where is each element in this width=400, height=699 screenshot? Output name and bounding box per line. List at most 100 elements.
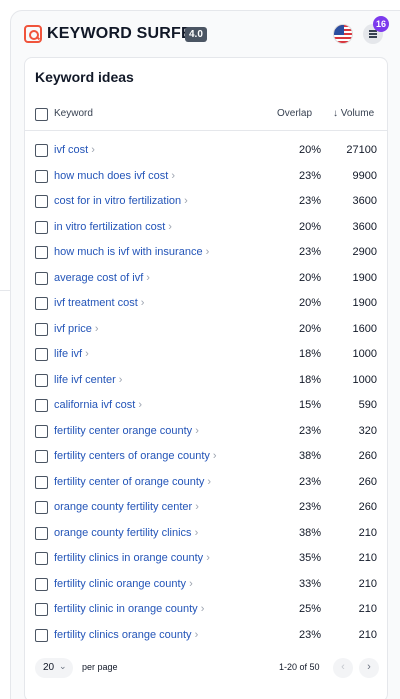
keyword-link[interactable]: ivf cost › (54, 144, 95, 156)
version-badge: 4.0 (185, 27, 207, 42)
next-page-button[interactable]: › (359, 658, 379, 678)
column-overlap[interactable]: Overlap (277, 108, 313, 119)
keyword-link[interactable]: in vitro fertilization cost › (54, 221, 172, 233)
chevron-right-icon: › (200, 603, 205, 615)
overlap-value: 35% (298, 552, 321, 564)
keyword-text: life ivf center (54, 373, 116, 386)
row-checkbox[interactable] (35, 246, 48, 259)
keyword-row: how much is ivf with insurance › 23% 2900 (25, 240, 387, 265)
volume-value: 9900 (352, 169, 377, 182)
keyword-link[interactable]: average cost of ivf › (54, 272, 150, 284)
chevron-right-icon: › (206, 552, 210, 564)
keyword-row: in vitro fertilization cost › 20% 3600 (25, 215, 387, 240)
keyword-link[interactable]: fertility center orange county › (54, 425, 199, 437)
overlap-value: 23% (298, 246, 321, 258)
chevron-right-icon: › (168, 220, 172, 233)
keyword-link[interactable]: ivf treatment cost › (54, 297, 144, 309)
chevron-right-icon: › (94, 322, 99, 335)
background-edge (0, 0, 10, 699)
row-checkbox[interactable] (35, 348, 48, 361)
keyword-link[interactable]: life ivf › (54, 348, 89, 360)
volume-value: 210 (358, 552, 377, 564)
row-checkbox[interactable] (35, 526, 48, 540)
volume-value: 260 (358, 450, 377, 462)
row-checkbox[interactable] (35, 450, 48, 463)
row-checkbox[interactable] (35, 195, 48, 208)
keyword-row: fertility center orange county › 23% 320 (25, 419, 387, 444)
volume-value: 210 (358, 526, 377, 539)
chevron-right-icon: › (205, 246, 210, 258)
row-checkbox[interactable] (35, 220, 48, 234)
column-keyword[interactable]: Keyword (54, 108, 93, 119)
overlap-value: 20% (298, 322, 321, 335)
row-checkbox[interactable] (35, 169, 48, 183)
row-checkbox[interactable] (35, 424, 48, 438)
keyword-row: fertility clinics in orange county › 35% 21… (25, 546, 387, 571)
keyword-link[interactable]: fertility clinics in orange county › (54, 552, 210, 564)
overlap-value: 23% (298, 424, 321, 437)
row-checkbox[interactable] (35, 577, 48, 591)
brand-title: KEYWORD SURFER (47, 25, 204, 42)
keyword-link[interactable]: orange county fertility center › (54, 501, 199, 513)
list-icon (369, 30, 377, 38)
keyword-link[interactable]: fertility centers of orange county › (54, 450, 217, 462)
row-checkbox[interactable] (35, 475, 48, 489)
row-checkbox[interactable] (35, 373, 48, 387)
keyword-row: ivf treatment cost › 20% 1900 (25, 291, 387, 316)
keyword-text: life ivf (54, 348, 83, 360)
keyword-text: fertility clinic orange county (54, 577, 187, 590)
row-checkbox[interactable] (35, 628, 48, 642)
keyword-text: fertility clinic in orange county (54, 603, 198, 615)
card-title: Keyword ideas (35, 69, 134, 85)
volume-value: 260 (358, 475, 377, 488)
notification-badge: 16 (373, 16, 390, 32)
keyword-link[interactable]: orange county fertility clinics › (54, 527, 198, 539)
row-checkbox[interactable] (35, 297, 48, 310)
us-flag-icon[interactable] (333, 24, 353, 44)
row-checkbox[interactable] (35, 552, 48, 565)
volume-value: 1000 (352, 373, 377, 386)
per-page-select[interactable]: 20 ⌄ (35, 658, 73, 678)
keyword-text: how much does ivf cost (54, 169, 169, 182)
keyword-link[interactable]: how much does ivf cost › (54, 170, 175, 182)
keyword-link[interactable]: ivf price › (54, 323, 99, 335)
keyword-text: fertility clinics in orange county (54, 552, 204, 564)
keyword-text: fertility clinics orange county (54, 628, 192, 641)
volume-value: 320 (358, 424, 377, 437)
select-all-checkbox[interactable] (35, 108, 48, 121)
keyword-surfer-panel: KEYWORD SURFER 4.0 16 Keyword ideas Keyw… (10, 10, 400, 699)
overlap-value: 15% (298, 399, 321, 411)
row-checkbox[interactable] (35, 501, 48, 514)
keyword-link[interactable]: fertility clinics orange county › (54, 629, 198, 641)
column-volume[interactable]: ↓ Volume (333, 108, 375, 119)
keyword-row: orange county fertility clinics › 38% 210 (25, 521, 387, 546)
keyword-link[interactable]: life ivf center › (54, 374, 122, 386)
overlap-value: 23% (298, 501, 321, 513)
per-page-value: 20 (43, 662, 55, 673)
previous-page-button[interactable]: ‹ (333, 658, 353, 678)
keyword-row: fertility center of orange county › 23% 260 (25, 470, 387, 495)
chevron-right-icon: › (195, 424, 199, 437)
keyword-link[interactable]: cost for in vitro fertilization › (54, 195, 188, 207)
row-checkbox[interactable] (35, 271, 48, 285)
chevron-right-icon: › (138, 399, 142, 411)
keyword-text: orange county fertility center (54, 501, 193, 513)
keyword-row: fertility clinic in orange county › 25% 210 (25, 597, 387, 622)
keyword-link[interactable]: fertility clinic in orange county › (54, 603, 204, 615)
row-checkbox[interactable] (35, 399, 48, 412)
keyword-link[interactable]: fertility clinic orange county › (54, 578, 193, 590)
volume-value: 3600 (352, 220, 377, 233)
volume-value: 590 (358, 399, 377, 411)
keyword-link[interactable]: fertility center of orange county › (54, 476, 211, 488)
keyword-row: life ivf › 18% 1000 (25, 342, 387, 367)
keyword-ideas-card: Keyword ideas Keyword Overlap ↓ Volume i… (24, 57, 388, 699)
keyword-link[interactable]: california ivf cost › (54, 399, 142, 411)
row-checkbox[interactable] (35, 603, 48, 616)
chevron-right-icon: › (189, 577, 193, 590)
keyword-link[interactable]: how much is ivf with insurance › (54, 246, 209, 258)
chevron-down-icon: ⌄ (59, 661, 67, 671)
row-checkbox[interactable] (35, 322, 48, 336)
row-checkbox[interactable] (35, 144, 48, 157)
overlap-value: 20% (298, 220, 321, 233)
chevron-right-icon: › (118, 373, 123, 386)
